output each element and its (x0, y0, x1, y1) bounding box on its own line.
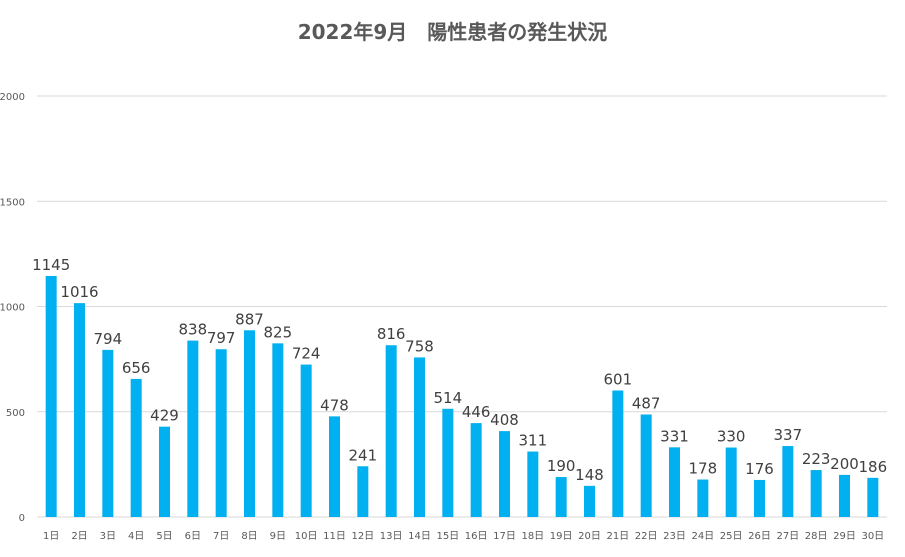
x-tick-label: 7日 (213, 531, 229, 542)
bar (470, 423, 482, 517)
data-label: 758 (405, 337, 434, 355)
x-tick-label: 11日 (323, 531, 346, 542)
data-label: 200 (830, 455, 859, 473)
data-label: 478 (320, 396, 349, 414)
bar (867, 477, 879, 517)
data-label: 311 (519, 432, 548, 450)
data-label: 446 (462, 403, 491, 421)
x-tick-label: 25日 (720, 531, 743, 542)
bar (45, 275, 57, 517)
bar (527, 451, 539, 517)
x-tick-label: 21日 (606, 531, 629, 542)
bar (215, 349, 227, 517)
data-label: 514 (434, 389, 463, 407)
x-tick-label: 20日 (578, 531, 601, 542)
data-label: 838 (179, 321, 208, 339)
x-tick-label: 10日 (295, 531, 318, 542)
bar (130, 378, 142, 517)
bar (300, 364, 312, 517)
x-tick-label: 9日 (270, 531, 286, 542)
data-label: 223 (802, 450, 831, 468)
x-tick-label: 27日 (776, 531, 799, 542)
bar (187, 340, 199, 517)
data-label: 794 (94, 330, 123, 348)
bar (159, 426, 170, 517)
y-tick-label: 2000 (0, 92, 25, 103)
bar (385, 345, 397, 517)
data-label: 148 (575, 466, 604, 484)
data-label: 816 (377, 325, 406, 343)
x-tick-label: 22日 (635, 531, 658, 542)
data-label: 429 (150, 407, 179, 425)
bar (414, 357, 425, 517)
data-label: 1145 (32, 256, 70, 274)
x-tick-label: 24日 (691, 531, 714, 542)
bar (74, 303, 85, 517)
data-label: 176 (745, 460, 774, 478)
data-label: 337 (774, 426, 803, 444)
bar (612, 390, 624, 517)
x-tick-label: 2日 (71, 531, 87, 542)
y-tick-label: 0 (19, 513, 25, 524)
x-tick-label: 18日 (521, 531, 544, 542)
x-tick-label: 12日 (351, 531, 374, 542)
x-tick-label: 6日 (185, 531, 201, 542)
bar (725, 447, 737, 517)
y-tick-label: 1000 (0, 303, 25, 314)
x-tick-label: 14日 (408, 531, 431, 542)
x-tick-label: 17日 (493, 531, 516, 542)
data-label: 887 (235, 310, 264, 328)
x-tick-label: 4日 (128, 531, 144, 542)
bar (442, 408, 454, 517)
x-tick-label: 8日 (241, 531, 257, 542)
x-tick-label: 13日 (380, 531, 403, 542)
bar (102, 349, 114, 517)
bar (244, 330, 255, 517)
x-tick-label: 28日 (805, 531, 828, 542)
data-label: 797 (207, 329, 236, 347)
data-label: 656 (122, 359, 151, 377)
x-tick-label: 5日 (156, 531, 172, 542)
x-tick-label: 26日 (748, 531, 771, 542)
data-label: 1016 (60, 283, 98, 301)
chart-title: 2022年9月 陽性患者の発生状況 (297, 20, 608, 44)
data-label: 186 (859, 458, 888, 476)
bar (329, 416, 340, 517)
x-tick-label: 1日 (43, 531, 59, 542)
x-tick-label: 23日 (663, 531, 686, 542)
data-label: 330 (717, 428, 746, 446)
bar (839, 474, 850, 517)
x-tick-label: 15日 (436, 531, 459, 542)
bar (555, 477, 567, 517)
data-label: 601 (604, 370, 633, 388)
bar (810, 470, 822, 517)
bar (754, 479, 765, 517)
x-tick-label: 29日 (833, 531, 856, 542)
x-tick-label: 16日 (465, 531, 488, 542)
x-tick-label: 3日 (100, 531, 116, 542)
bar (584, 485, 595, 517)
data-label: 724 (292, 345, 321, 363)
bar (499, 431, 510, 517)
data-label: 487 (632, 394, 661, 412)
data-label: 825 (264, 323, 293, 341)
data-label: 331 (660, 427, 689, 445)
bar (669, 447, 680, 517)
bar (357, 466, 369, 517)
data-label: 241 (349, 446, 378, 464)
data-label: 178 (689, 460, 718, 478)
y-tick-label: 1500 (0, 197, 25, 208)
bar (640, 414, 652, 517)
data-label: 408 (490, 411, 519, 429)
data-label: 190 (547, 457, 576, 475)
x-tick-label: 30日 (861, 531, 884, 542)
bar (272, 343, 284, 517)
bar (782, 446, 794, 517)
y-tick-label: 500 (6, 408, 25, 419)
x-tick-label: 19日 (550, 531, 573, 542)
bar (697, 479, 709, 517)
